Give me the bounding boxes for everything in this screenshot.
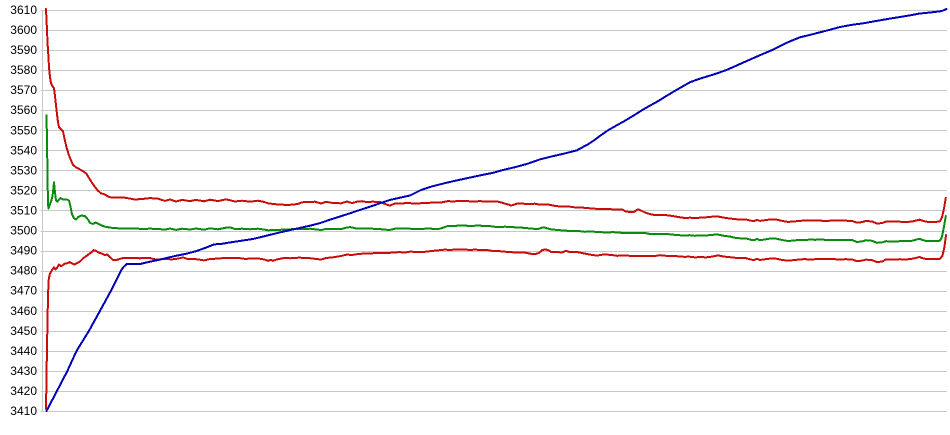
svg-text:3450: 3450: [10, 324, 37, 338]
svg-text:3510: 3510: [10, 204, 37, 218]
svg-text:3410: 3410: [10, 404, 37, 418]
svg-text:3550: 3550: [10, 123, 37, 137]
svg-text:3460: 3460: [10, 304, 37, 318]
svg-text:3440: 3440: [10, 344, 37, 358]
svg-text:3470: 3470: [10, 284, 37, 298]
svg-text:3490: 3490: [10, 244, 37, 258]
svg-text:3540: 3540: [10, 143, 37, 157]
svg-text:3600: 3600: [10, 23, 37, 37]
svg-text:3480: 3480: [10, 264, 37, 278]
svg-text:3430: 3430: [10, 364, 37, 378]
svg-text:3570: 3570: [10, 83, 37, 97]
svg-text:3420: 3420: [10, 384, 37, 398]
svg-text:3520: 3520: [10, 183, 37, 197]
svg-text:3530: 3530: [10, 163, 37, 177]
svg-text:3590: 3590: [10, 43, 37, 57]
svg-text:3610: 3610: [10, 3, 37, 17]
svg-text:3580: 3580: [10, 63, 37, 77]
svg-text:3500: 3500: [10, 224, 37, 238]
svg-text:3560: 3560: [10, 103, 37, 117]
